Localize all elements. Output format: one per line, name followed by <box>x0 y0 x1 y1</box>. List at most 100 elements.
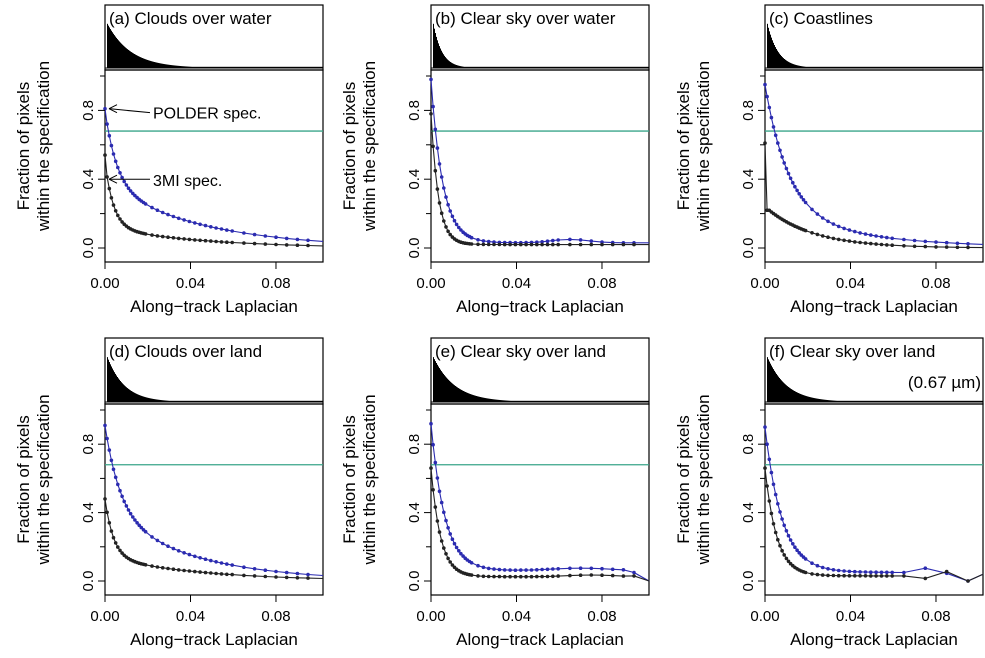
data-point <box>166 235 170 239</box>
histogram-bar <box>110 364 111 402</box>
histogram-bar <box>774 370 775 402</box>
histogram-bar <box>197 66 198 68</box>
histogram-bar <box>616 66 617 68</box>
histogram-bar <box>243 66 244 68</box>
histogram-bar <box>195 400 196 402</box>
data-point <box>450 214 455 219</box>
histogram-bar <box>205 400 206 402</box>
histogram-bar <box>484 66 485 68</box>
data-point <box>879 242 884 247</box>
histogram-bar <box>543 66 544 68</box>
data-point <box>429 77 433 82</box>
data-point <box>826 219 830 224</box>
histogram-bar <box>599 66 600 68</box>
histogram-bar <box>563 400 564 402</box>
histogram-bar <box>969 66 970 68</box>
histogram-bar <box>499 66 500 68</box>
data-point <box>568 566 572 571</box>
histogram-bar <box>256 66 257 68</box>
data-point <box>955 245 960 250</box>
histogram-bar <box>957 400 958 402</box>
histogram-bar <box>137 394 138 402</box>
y-axis-label: Fraction of pixels <box>674 415 693 544</box>
histogram-bar <box>289 400 290 402</box>
data-point <box>198 570 202 574</box>
histogram-bar <box>926 66 927 68</box>
data-point <box>203 570 208 575</box>
histogram-bar <box>565 400 566 402</box>
histogram-bar <box>211 66 212 68</box>
histogram-bar <box>279 66 280 68</box>
histogram-bar <box>567 400 568 402</box>
histogram-bar <box>234 400 235 402</box>
histogram-bar <box>511 400 512 402</box>
histogram-bar <box>224 400 225 402</box>
histogram-bar <box>857 66 858 68</box>
data-point <box>435 519 440 523</box>
histogram-bar <box>814 398 815 402</box>
data-point <box>122 499 126 504</box>
histogram-bar <box>468 66 469 68</box>
histogram-bar <box>141 395 142 402</box>
data-point <box>923 239 928 244</box>
data-point <box>858 240 862 245</box>
histogram-bar <box>614 400 615 402</box>
histogram-bar <box>221 400 222 402</box>
histogram-bar <box>480 66 481 68</box>
histogram-bar <box>932 400 933 402</box>
data-point <box>497 574 502 579</box>
data-point <box>171 567 176 571</box>
histogram-bar <box>924 66 925 68</box>
histogram-bar <box>859 66 860 68</box>
histogram-bar <box>933 66 934 68</box>
histogram-bar <box>636 66 637 68</box>
histogram-bar <box>648 400 649 402</box>
histogram-bar <box>152 398 153 402</box>
histogram-bar <box>602 66 603 68</box>
data-point <box>524 574 528 579</box>
data-point <box>492 242 496 247</box>
histogram-bar <box>630 400 631 402</box>
histogram-bar <box>575 66 576 68</box>
histogram-bar <box>225 66 226 68</box>
histogram-bar <box>186 400 187 402</box>
histogram-bar <box>958 400 959 402</box>
histogram-bar <box>905 400 906 402</box>
histogram-bar <box>886 66 887 68</box>
histogram-bar <box>478 66 479 68</box>
histogram-bar <box>156 62 157 68</box>
histogram-bar <box>904 400 905 402</box>
data-point <box>160 210 165 215</box>
histogram-bar <box>116 375 117 402</box>
histogram-bar <box>206 400 207 402</box>
histogram-bar <box>832 66 833 68</box>
data-point <box>469 573 474 577</box>
histogram-bar <box>514 400 515 402</box>
histogram-bar <box>194 400 195 402</box>
histogram-bar <box>586 400 587 402</box>
data-point <box>448 209 453 213</box>
histogram-bar <box>774 45 775 68</box>
histogram-bar <box>269 66 270 68</box>
histogram-bar <box>457 65 458 68</box>
histogram-bar <box>909 400 910 402</box>
data-point <box>600 242 604 247</box>
data-point <box>801 198 806 202</box>
histogram-bar <box>176 400 177 402</box>
y-tick-label: 0.4 <box>740 502 757 523</box>
histogram-bar <box>589 66 590 68</box>
histogram-bar <box>980 400 981 402</box>
histogram-bar <box>613 66 614 68</box>
data-point <box>778 148 782 153</box>
histogram-bar <box>231 66 232 68</box>
histogram-bar <box>120 42 121 68</box>
histogram-bar <box>772 40 773 68</box>
histogram-bar <box>474 395 475 402</box>
data-point <box>568 242 572 247</box>
histogram-bar <box>952 400 953 402</box>
histogram-bar <box>541 400 542 402</box>
histogram-bar <box>876 400 877 402</box>
histogram-bar <box>919 66 920 68</box>
x-tick-label: 0.04 <box>176 275 205 292</box>
